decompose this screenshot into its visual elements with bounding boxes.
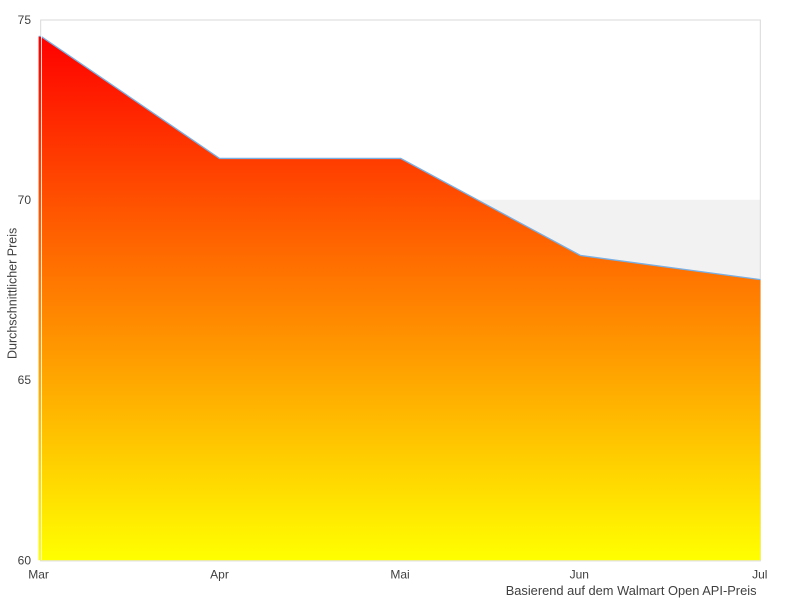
svg-text:70: 70: [18, 193, 32, 207]
svg-text:Basierend auf dem Walmart Open: Basierend auf dem Walmart Open API-Preis: [506, 583, 757, 598]
svg-text:Apr: Apr: [210, 568, 229, 582]
svg-text:Jul: Jul: [752, 568, 767, 582]
svg-text:Jun: Jun: [570, 568, 589, 582]
svg-text:60: 60: [18, 553, 32, 567]
svg-text:Mai: Mai: [390, 568, 409, 582]
svg-text:75: 75: [18, 13, 32, 27]
svg-text:Mar: Mar: [28, 568, 49, 582]
svg-text:Durchschnittlicher Preis: Durchschnittlicher Preis: [6, 228, 20, 359]
svg-text:65: 65: [18, 373, 32, 387]
